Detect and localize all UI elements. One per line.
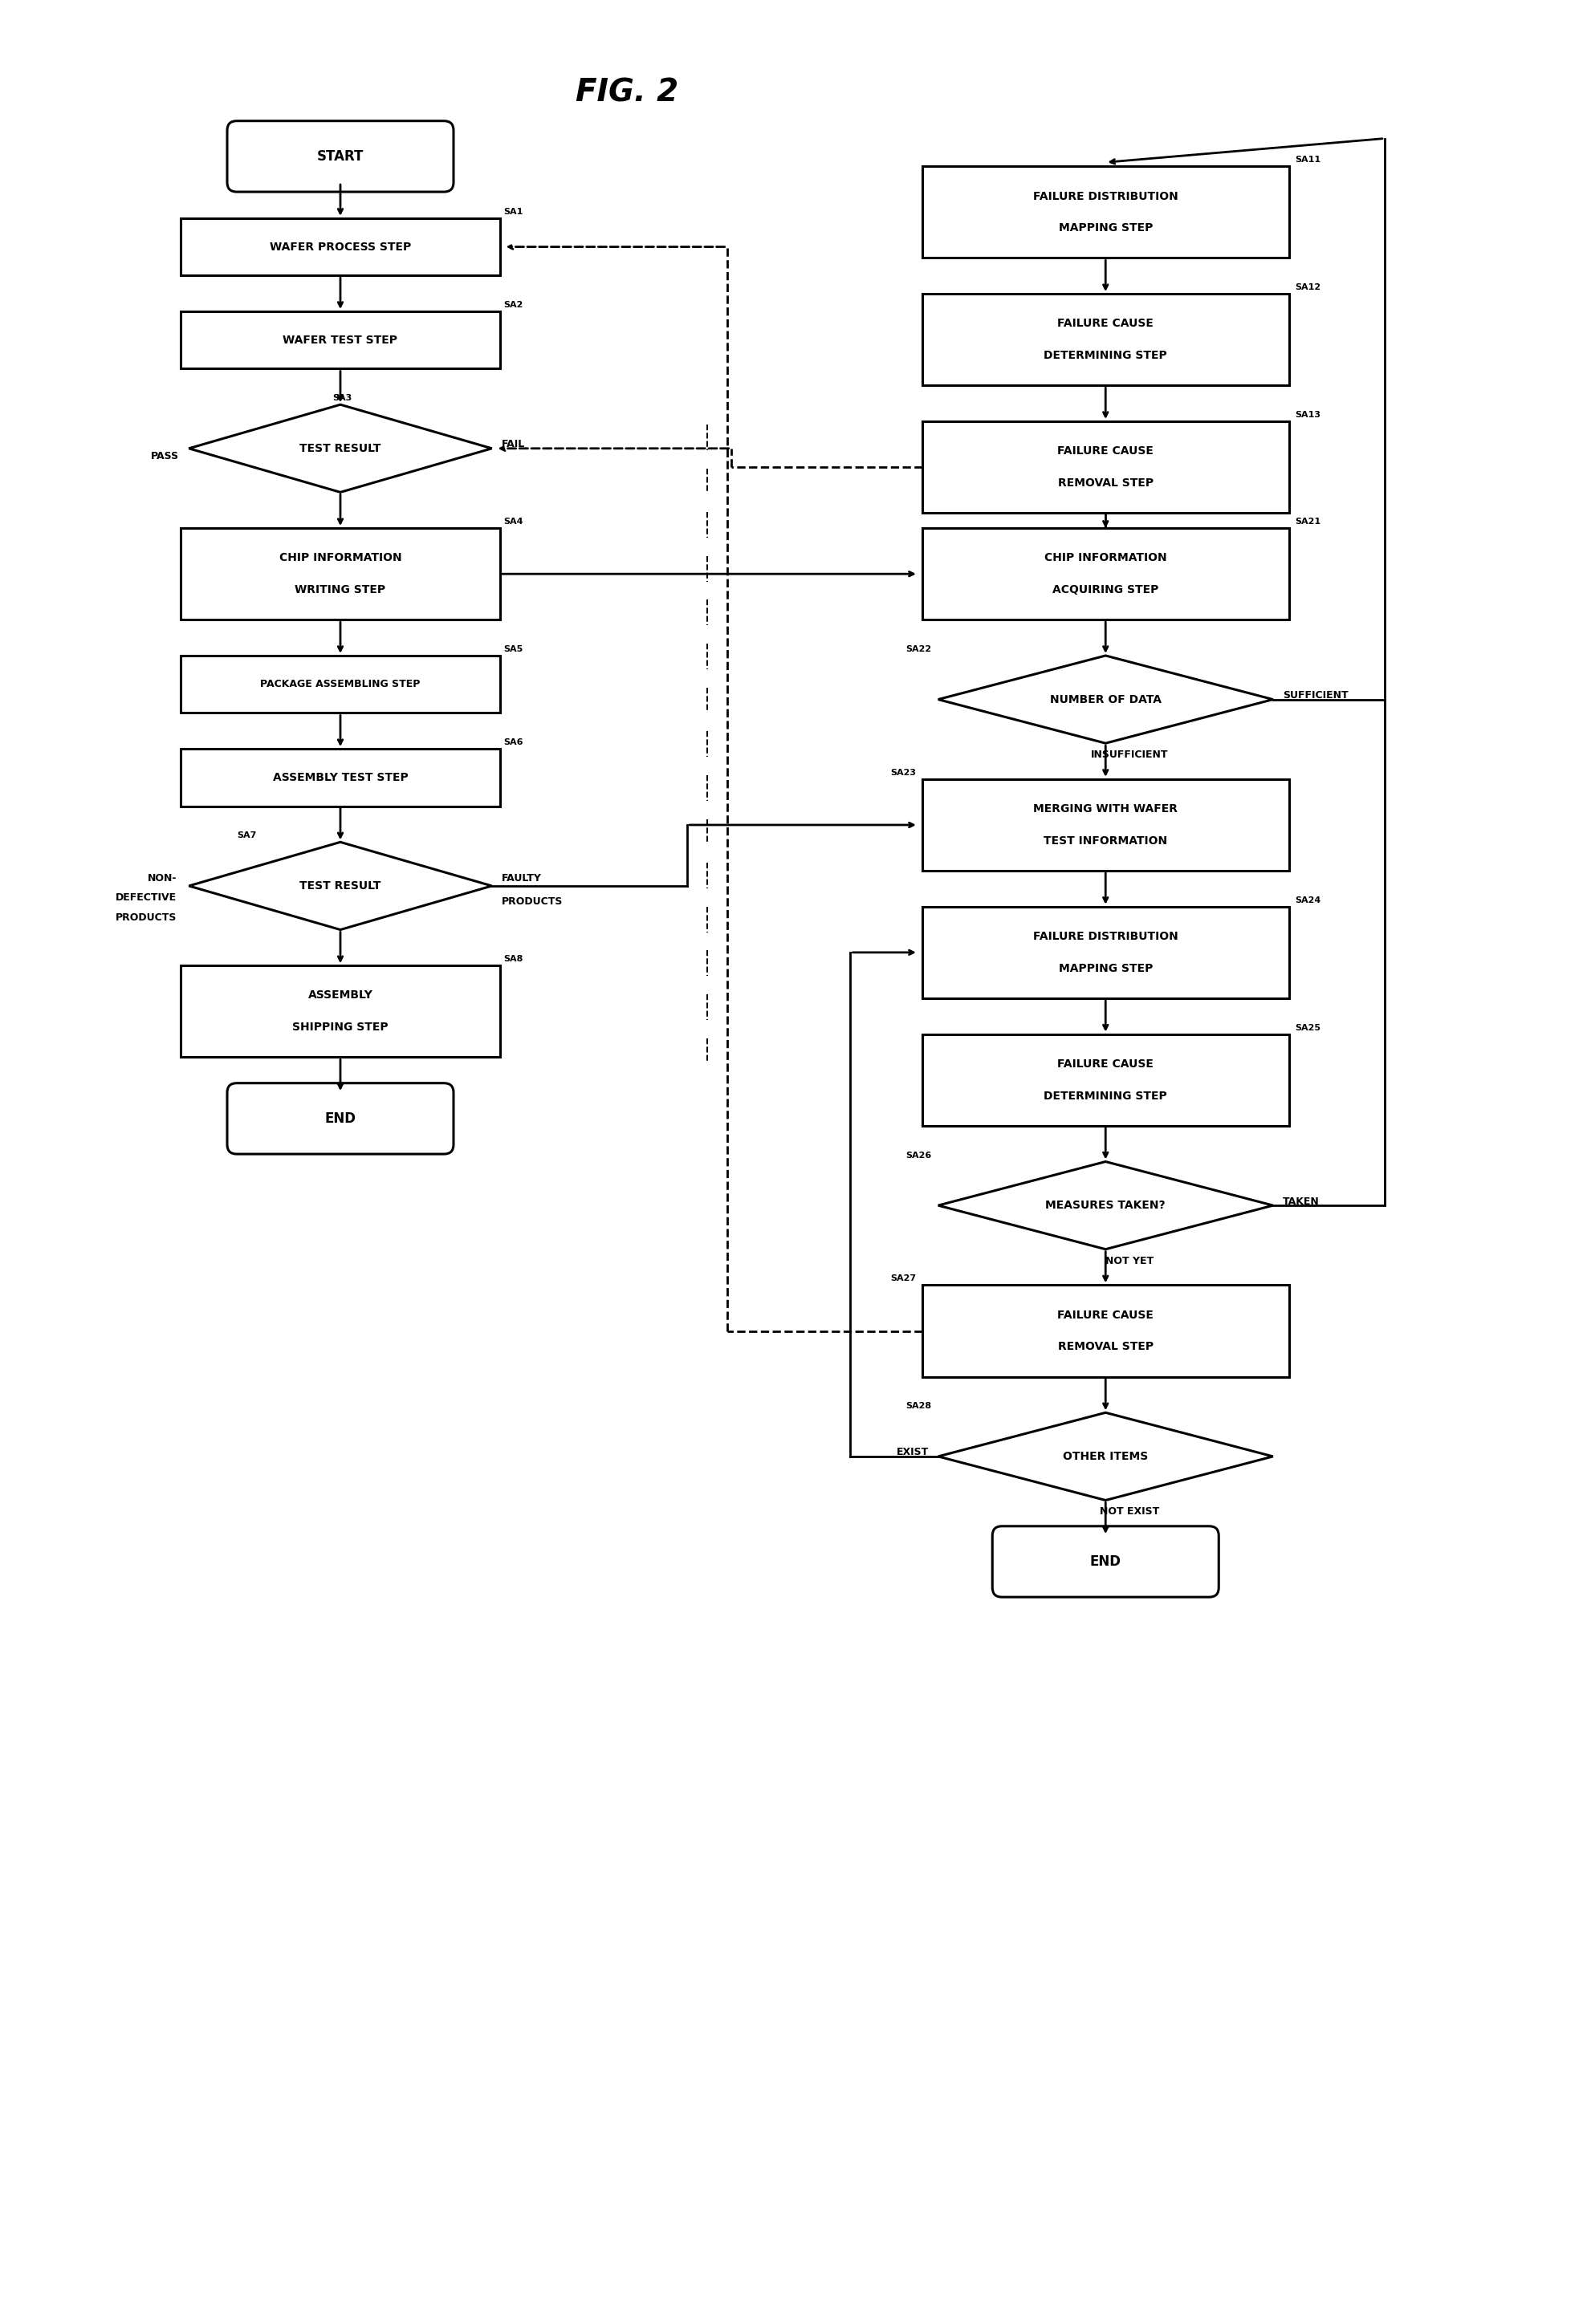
- Text: MERGING WITH WAFER: MERGING WITH WAFER: [1033, 804, 1178, 816]
- Polygon shape: [938, 1413, 1273, 1501]
- Text: SA28: SA28: [906, 1401, 932, 1411]
- Text: INSUFFICIENT: INSUFFICIENT: [1090, 751, 1168, 760]
- Text: NON-: NON-: [148, 874, 176, 883]
- FancyBboxPatch shape: [922, 293, 1289, 386]
- Text: DETERMINING STEP: DETERMINING STEP: [1044, 351, 1168, 360]
- Text: FIG. 2: FIG. 2: [576, 77, 679, 107]
- Text: SA25: SA25: [1295, 1023, 1320, 1032]
- Polygon shape: [938, 1162, 1273, 1250]
- Text: NOT EXIST: NOT EXIST: [1100, 1506, 1159, 1518]
- FancyBboxPatch shape: [181, 748, 500, 806]
- Text: FAILURE CAUSE: FAILURE CAUSE: [1057, 318, 1154, 330]
- FancyBboxPatch shape: [922, 779, 1289, 872]
- Text: FAILURE CAUSE: FAILURE CAUSE: [1057, 1057, 1154, 1069]
- Text: SHIPPING STEP: SHIPPING STEP: [292, 1023, 389, 1032]
- Text: MEASURES TAKEN?: MEASURES TAKEN?: [1046, 1199, 1165, 1211]
- Text: START: START: [317, 149, 363, 163]
- Text: PASS: PASS: [151, 451, 179, 462]
- Text: ASSEMBLY TEST STEP: ASSEMBLY TEST STEP: [273, 772, 408, 783]
- Text: SA8: SA8: [503, 955, 524, 962]
- Text: OTHER ITEMS: OTHER ITEMS: [1063, 1450, 1149, 1462]
- Text: SA2: SA2: [503, 300, 524, 309]
- Text: NOT YET: NOT YET: [1105, 1255, 1154, 1267]
- Text: MAPPING STEP: MAPPING STEP: [1059, 223, 1152, 235]
- Text: SA23: SA23: [890, 769, 916, 776]
- Text: NUMBER OF DATA: NUMBER OF DATA: [1049, 695, 1162, 704]
- FancyBboxPatch shape: [922, 421, 1289, 514]
- Text: TEST INFORMATION: TEST INFORMATION: [1044, 834, 1168, 846]
- FancyBboxPatch shape: [922, 906, 1289, 999]
- Text: REMOVAL STEP: REMOVAL STEP: [1059, 1341, 1154, 1353]
- Text: SA1: SA1: [503, 207, 524, 216]
- FancyBboxPatch shape: [181, 528, 500, 621]
- FancyBboxPatch shape: [922, 1034, 1289, 1125]
- Text: ASSEMBLY: ASSEMBLY: [308, 990, 373, 1002]
- FancyBboxPatch shape: [181, 964, 500, 1057]
- Text: WRITING STEP: WRITING STEP: [295, 583, 386, 595]
- Text: END: END: [325, 1111, 355, 1125]
- Text: SA26: SA26: [906, 1150, 932, 1160]
- Text: SUFFICIENT: SUFFICIENT: [1282, 690, 1347, 700]
- Text: WAFER PROCESS STEP: WAFER PROCESS STEP: [270, 242, 411, 253]
- Text: ACQUIRING STEP: ACQUIRING STEP: [1052, 583, 1159, 595]
- Text: FAIL: FAIL: [501, 439, 525, 449]
- Polygon shape: [938, 655, 1273, 744]
- Text: TAKEN: TAKEN: [1282, 1197, 1319, 1206]
- Text: SA22: SA22: [906, 646, 932, 653]
- Text: SA4: SA4: [503, 518, 524, 525]
- FancyBboxPatch shape: [181, 655, 500, 713]
- Text: FAULTY: FAULTY: [501, 874, 541, 883]
- FancyBboxPatch shape: [227, 121, 454, 193]
- Text: SA13: SA13: [1295, 411, 1320, 418]
- Text: FAILURE DISTRIBUTION: FAILURE DISTRIBUTION: [1033, 932, 1178, 941]
- Text: CHIP INFORMATION: CHIP INFORMATION: [279, 553, 402, 565]
- Text: FAILURE CAUSE: FAILURE CAUSE: [1057, 1308, 1154, 1320]
- Text: END: END: [1090, 1555, 1120, 1569]
- Text: FAILURE CAUSE: FAILURE CAUSE: [1057, 446, 1154, 458]
- Text: DEFECTIVE: DEFECTIVE: [116, 892, 176, 904]
- FancyBboxPatch shape: [922, 1285, 1289, 1376]
- Text: PRODUCTS: PRODUCTS: [501, 897, 563, 906]
- Text: REMOVAL STEP: REMOVAL STEP: [1059, 476, 1154, 488]
- Text: SA6: SA6: [503, 739, 524, 746]
- Text: TEST RESULT: TEST RESULT: [300, 444, 381, 453]
- FancyBboxPatch shape: [992, 1527, 1219, 1597]
- Text: EXIST: EXIST: [897, 1448, 928, 1457]
- Text: PRODUCTS: PRODUCTS: [116, 913, 176, 923]
- FancyBboxPatch shape: [181, 218, 500, 277]
- Text: WAFER TEST STEP: WAFER TEST STEP: [282, 335, 398, 346]
- Text: PACKAGE ASSEMBLING STEP: PACKAGE ASSEMBLING STEP: [260, 679, 421, 690]
- FancyBboxPatch shape: [922, 528, 1289, 621]
- Text: DETERMINING STEP: DETERMINING STEP: [1044, 1090, 1168, 1102]
- Polygon shape: [189, 841, 492, 930]
- FancyBboxPatch shape: [227, 1083, 454, 1155]
- Text: SA7: SA7: [236, 832, 256, 839]
- Text: FAILURE DISTRIBUTION: FAILURE DISTRIBUTION: [1033, 191, 1178, 202]
- Text: MAPPING STEP: MAPPING STEP: [1059, 962, 1152, 974]
- Text: SA12: SA12: [1295, 284, 1320, 290]
- Polygon shape: [189, 404, 492, 493]
- Text: SA24: SA24: [1295, 897, 1320, 904]
- Text: TEST RESULT: TEST RESULT: [300, 881, 381, 892]
- Text: CHIP INFORMATION: CHIP INFORMATION: [1044, 553, 1166, 565]
- FancyBboxPatch shape: [922, 167, 1289, 258]
- Text: SA11: SA11: [1295, 156, 1320, 165]
- Text: SA5: SA5: [503, 646, 524, 653]
- FancyBboxPatch shape: [181, 311, 500, 370]
- Text: SA3: SA3: [332, 395, 352, 402]
- Text: SA21: SA21: [1295, 518, 1320, 525]
- Text: SA27: SA27: [890, 1274, 916, 1283]
